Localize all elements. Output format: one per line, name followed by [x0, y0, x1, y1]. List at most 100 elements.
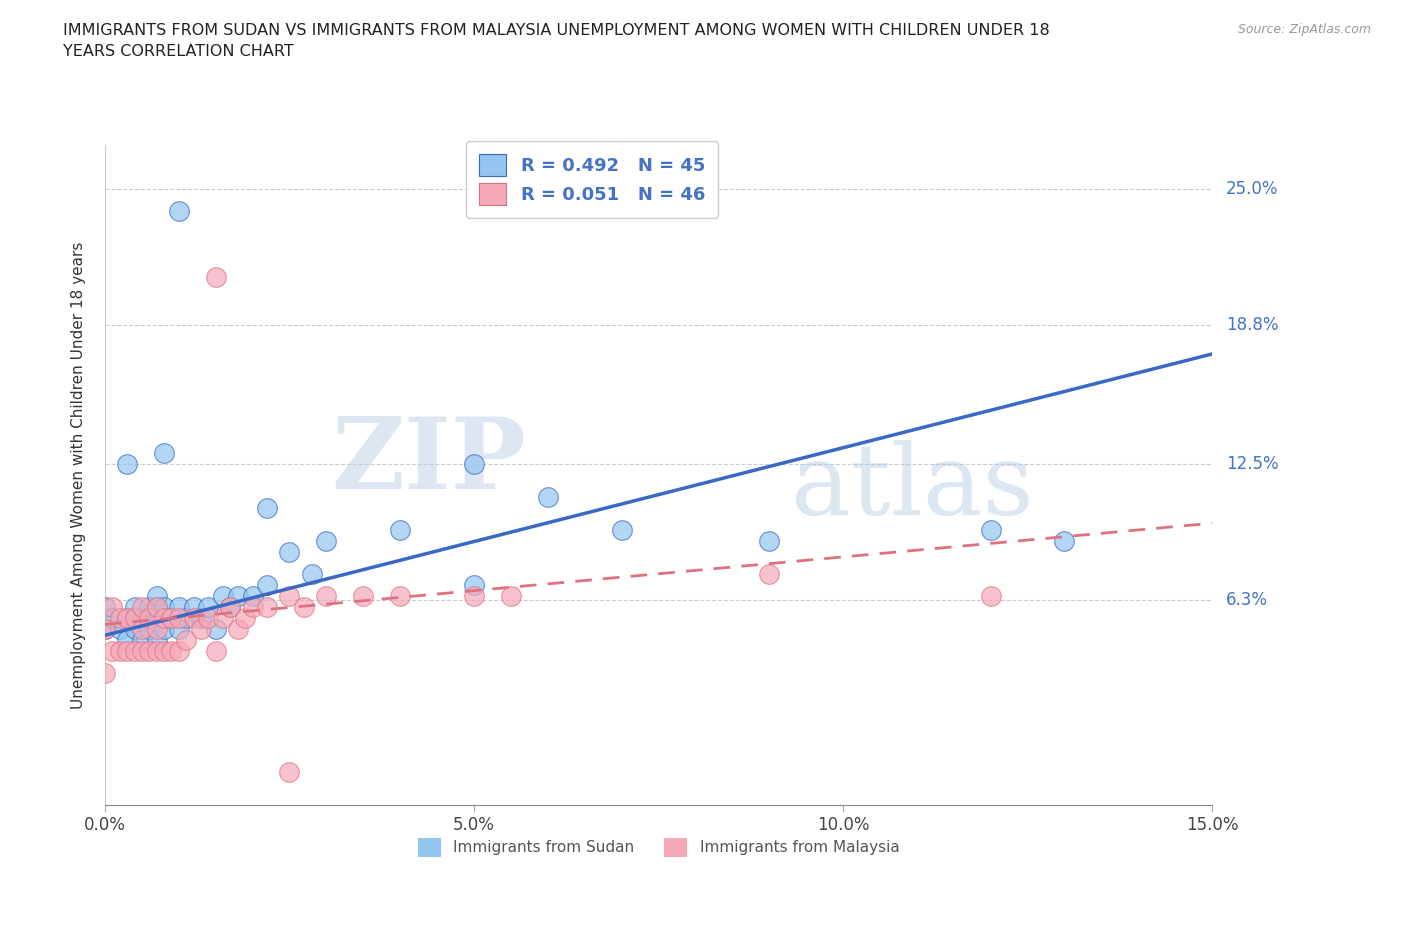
Point [278, 764, 301, 779]
Text: 6.3%: 6.3% [1226, 591, 1268, 609]
Point [204, 621, 226, 636]
Point [233, 610, 256, 625]
Point [124, 610, 146, 625]
Point [167, 610, 190, 625]
Point [292, 599, 315, 614]
Point [278, 544, 301, 559]
Point [138, 599, 160, 614]
Point [153, 610, 176, 625]
Point [131, 644, 153, 658]
Point [537, 489, 560, 504]
Point [183, 599, 205, 614]
Point [204, 270, 226, 285]
Point [219, 599, 242, 614]
Point [160, 644, 183, 658]
Point [115, 457, 138, 472]
Point [197, 599, 219, 614]
Point [463, 578, 485, 592]
Point [226, 621, 249, 636]
Point [301, 566, 323, 581]
Point [94, 621, 117, 636]
Point [101, 644, 124, 658]
Point [115, 610, 138, 625]
Point [145, 644, 167, 658]
Point [256, 500, 278, 515]
Point [256, 599, 278, 614]
Point [315, 534, 337, 549]
Point [108, 621, 131, 636]
Text: Source: ZipAtlas.com: Source: ZipAtlas.com [1237, 23, 1371, 36]
Point [108, 610, 131, 625]
Point [352, 589, 374, 604]
Point [115, 644, 138, 658]
Text: ZIP: ZIP [330, 413, 526, 511]
Point [389, 589, 412, 604]
Point [980, 523, 1002, 538]
Point [389, 523, 412, 538]
Point [124, 644, 146, 658]
Point [190, 621, 212, 636]
Point [212, 589, 235, 604]
Point [610, 523, 633, 538]
Point [980, 589, 1002, 604]
Point [226, 589, 249, 604]
Point [131, 621, 153, 636]
Text: 18.8%: 18.8% [1226, 316, 1278, 335]
Point [463, 457, 485, 472]
Point [94, 599, 117, 614]
Point [160, 610, 183, 625]
Point [256, 578, 278, 592]
Point [278, 589, 301, 604]
Point [190, 610, 212, 625]
Point [167, 644, 190, 658]
Point [145, 589, 167, 604]
Point [160, 610, 183, 625]
Point [758, 566, 780, 581]
Text: atlas: atlas [792, 440, 1033, 536]
Text: 25.0%: 25.0% [1226, 180, 1278, 198]
Point [153, 644, 176, 658]
Point [131, 610, 153, 625]
Point [315, 589, 337, 604]
Point [219, 599, 242, 614]
Point [145, 599, 167, 614]
Point [138, 644, 160, 658]
Point [94, 665, 117, 680]
Point [131, 599, 153, 614]
Point [145, 599, 167, 614]
Point [138, 610, 160, 625]
Point [758, 534, 780, 549]
Point [124, 599, 146, 614]
Point [101, 610, 124, 625]
Point [212, 610, 235, 625]
Point [167, 599, 190, 614]
Point [167, 204, 190, 219]
Point [153, 445, 176, 460]
Point [197, 610, 219, 625]
Point [115, 632, 138, 647]
Point [1053, 534, 1076, 549]
Point [131, 632, 153, 647]
Point [101, 599, 124, 614]
Text: 12.5%: 12.5% [1226, 455, 1278, 472]
Point [153, 599, 176, 614]
Point [138, 621, 160, 636]
Text: IMMIGRANTS FROM SUDAN VS IMMIGRANTS FROM MALAYSIA UNEMPLOYMENT AMONG WOMEN WITH : IMMIGRANTS FROM SUDAN VS IMMIGRANTS FROM… [63, 23, 1050, 60]
Point [463, 589, 485, 604]
Point [108, 644, 131, 658]
Point [204, 644, 226, 658]
Point [174, 632, 197, 647]
Point [124, 621, 146, 636]
Point [153, 621, 176, 636]
Y-axis label: Unemployment Among Women with Children Under 18 years: Unemployment Among Women with Children U… [72, 241, 86, 709]
Legend: Immigrants from Sudan, Immigrants from Malaysia: Immigrants from Sudan, Immigrants from M… [412, 832, 905, 863]
Point [94, 621, 117, 636]
Point [145, 632, 167, 647]
Point [499, 589, 522, 604]
Point [115, 610, 138, 625]
Point [242, 599, 264, 614]
Point [167, 621, 190, 636]
Point [174, 610, 197, 625]
Point [183, 610, 205, 625]
Point [145, 621, 167, 636]
